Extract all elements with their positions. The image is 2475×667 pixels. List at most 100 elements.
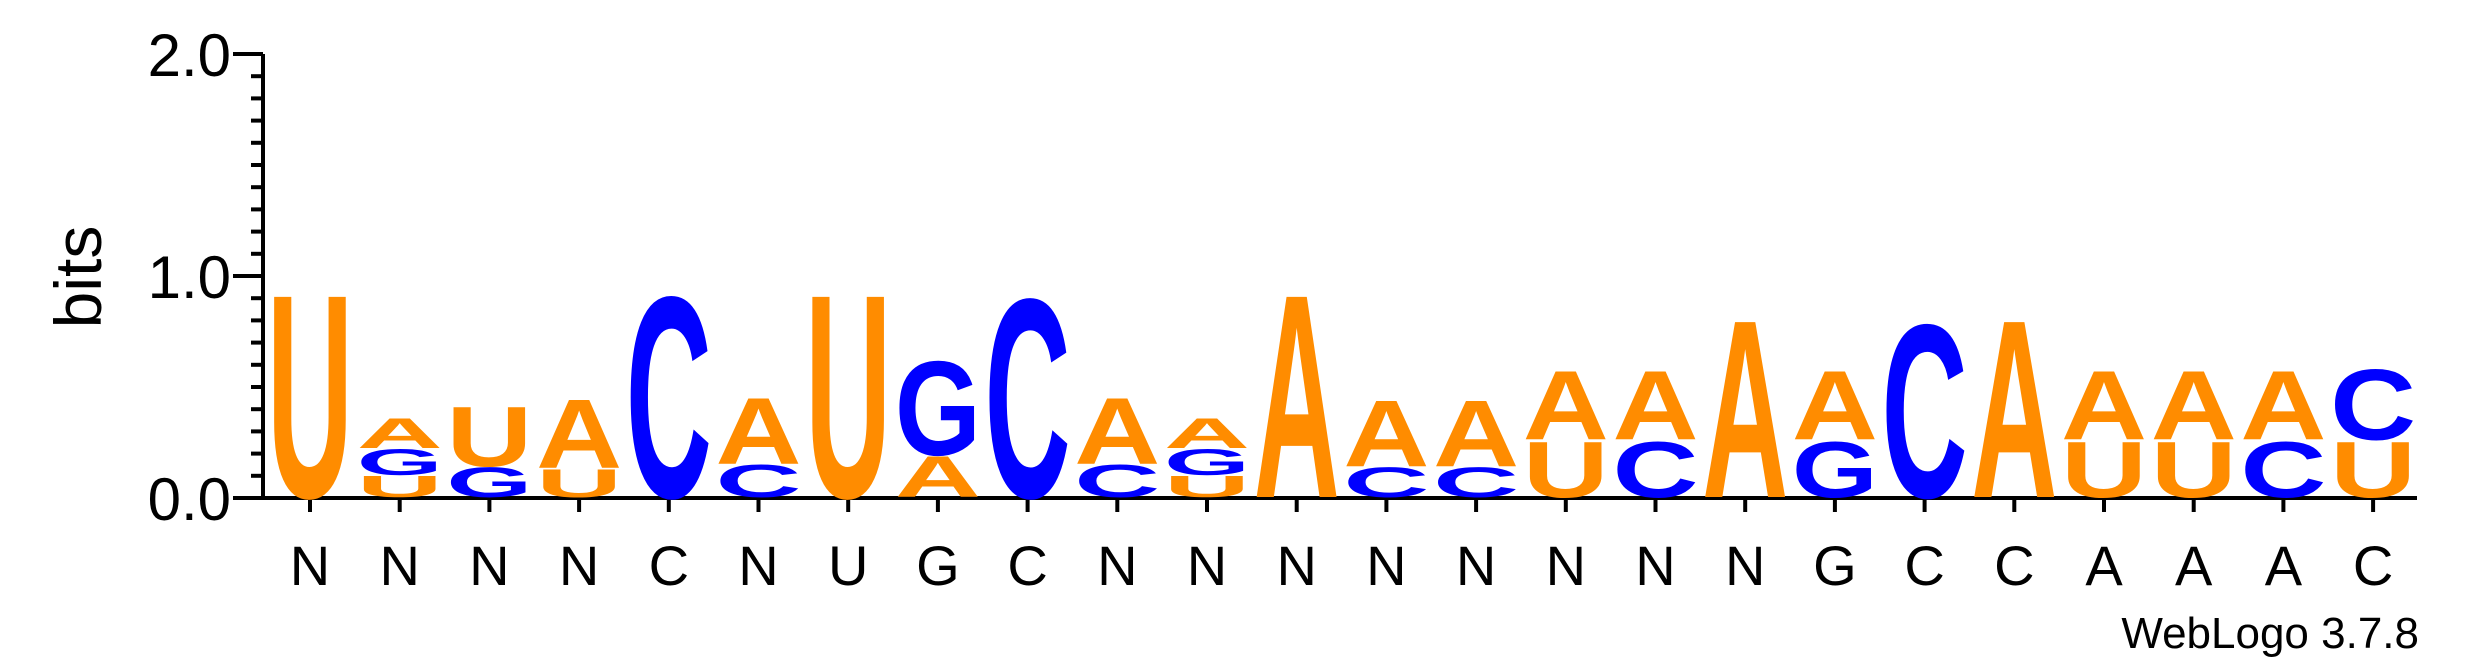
position-stack: UA (536, 380, 622, 505)
x-tick-label: N (1725, 534, 1765, 597)
logo-letter-u: U (1523, 425, 1609, 514)
x-tick-label: N (1187, 534, 1227, 597)
x-tick-label: C (1904, 534, 1944, 597)
logo-letter-u: U (446, 388, 532, 484)
logo-letter-u: U (805, 235, 891, 560)
x-tick-label: G (916, 534, 960, 597)
logo-letter-a: A (1702, 268, 1788, 552)
position-stack: A (1971, 268, 2057, 552)
logo-letter-a: A (1433, 380, 1519, 486)
x-tick-label: C (2353, 534, 2393, 597)
x-tick-label: G (1813, 534, 1857, 597)
position-stack: CA (2240, 351, 2326, 514)
x-tick-label: N (738, 534, 778, 597)
position-stack: AG (895, 333, 981, 509)
x-tick-label: C (1007, 534, 1047, 597)
logo-letter-u: U (1164, 470, 1250, 504)
logo-letter-a: A (1971, 268, 2057, 552)
logo-letter-a: A (1254, 235, 1340, 560)
x-tick-label: N (1097, 534, 1137, 597)
position-stack: UC (2330, 349, 2416, 515)
logo-letter-c: C (985, 240, 1071, 558)
logo-letter-a: A (1343, 380, 1429, 486)
logo-letter-a: A (2061, 351, 2147, 461)
position-stack: U (805, 235, 891, 560)
position-stack: UGA (357, 409, 443, 503)
logo-letter-g: G (1792, 426, 1878, 514)
x-tick-label: U (828, 534, 868, 597)
x-tick-label: N (1635, 534, 1675, 597)
x-tick-label: C (1994, 534, 2034, 597)
logo-letter-u: U (536, 461, 622, 505)
logo-letter-c: C (2240, 425, 2326, 514)
position-stack: C (1882, 274, 1968, 551)
x-tick-label: N (1456, 534, 1496, 597)
logo-letter-c: C (716, 456, 802, 507)
position-stack: C (985, 240, 1071, 558)
logo-letter-c: C (1074, 456, 1160, 507)
logo-letter-a: A (2240, 351, 2326, 461)
logo-letter-a: A (1164, 409, 1250, 457)
logo-letter-u: U (2151, 425, 2237, 514)
logo-letter-g: G (446, 458, 532, 506)
logo-letter-c: C (1343, 458, 1429, 506)
logo-letter-a: A (1792, 351, 1878, 461)
position-stack: UA (1523, 351, 1609, 514)
logo-letter-a: A (357, 409, 443, 457)
logo-letter-a: A (2151, 351, 2237, 461)
position-stack: A (1254, 235, 1340, 560)
logo-letter-a: A (536, 380, 622, 490)
logo-letter-a: A (716, 378, 802, 484)
x-tick-label: N (290, 534, 330, 597)
x-tick-label: C (649, 534, 689, 597)
logo-letter-g: G (895, 333, 981, 484)
logo-letter-u: U (2061, 425, 2147, 514)
logo-letter-u: U (357, 470, 443, 504)
x-tick-label: A (2085, 534, 2123, 597)
logo-letter-c: C (1433, 458, 1519, 506)
logo-letter-c: C (1613, 425, 1699, 514)
x-tick-label: N (1546, 534, 1586, 597)
position-stack: CA (716, 378, 802, 507)
position-stack: CA (1074, 378, 1160, 507)
logo-letter-g: G (357, 442, 443, 483)
logo-letter-u: U (2330, 425, 2416, 514)
y-tick-label: 0.0 (148, 466, 231, 533)
logo-letter-c: C (2330, 349, 2416, 462)
position-stack: GA (1792, 351, 1878, 514)
y-tick-label: 1.0 (148, 244, 231, 311)
x-tick-label: N (469, 534, 509, 597)
position-stack: CA (1433, 380, 1519, 506)
logo-letter-u: U (267, 235, 353, 560)
y-axis-label: bits (41, 226, 115, 329)
logo-letter-c: C (626, 237, 712, 558)
weblogo-credit: WebLogo 3.7.8 (2121, 609, 2419, 658)
x-tick-label: N (379, 534, 419, 597)
position-stack: GU (446, 388, 532, 506)
logo-letter-a: A (1074, 378, 1160, 484)
position-stack: C (626, 237, 712, 558)
y-axis: 0.0 1.0 2.0 bits (41, 22, 265, 533)
x-tick-label: N (559, 534, 599, 597)
logo-letter-a: A (1523, 351, 1609, 461)
x-tick-label: N (1276, 534, 1316, 597)
position-stack: UGA (1164, 409, 1250, 503)
x-tick-label: A (2175, 534, 2213, 597)
y-tick-label: 2.0 (148, 22, 231, 89)
logo-letter-g: G (1164, 442, 1250, 483)
logo-letter-c: C (1882, 274, 1968, 551)
position-stack: CA (1343, 380, 1429, 506)
logo-letter-a: A (895, 444, 981, 509)
y-ticks: 0.0 1.0 2.0 (148, 22, 263, 533)
position-stack: CA (1613, 351, 1699, 514)
position-stack: U (267, 235, 353, 560)
x-tick-label: N (1366, 534, 1406, 597)
x-tick-label: A (2265, 534, 2303, 597)
position-stack: UA (2061, 351, 2147, 514)
position-stack: UA (2151, 351, 2237, 514)
